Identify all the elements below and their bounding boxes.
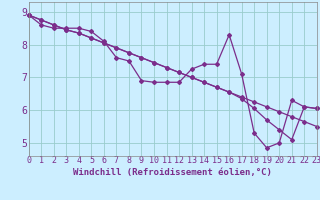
X-axis label: Windchill (Refroidissement éolien,°C): Windchill (Refroidissement éolien,°C) [73,168,272,177]
